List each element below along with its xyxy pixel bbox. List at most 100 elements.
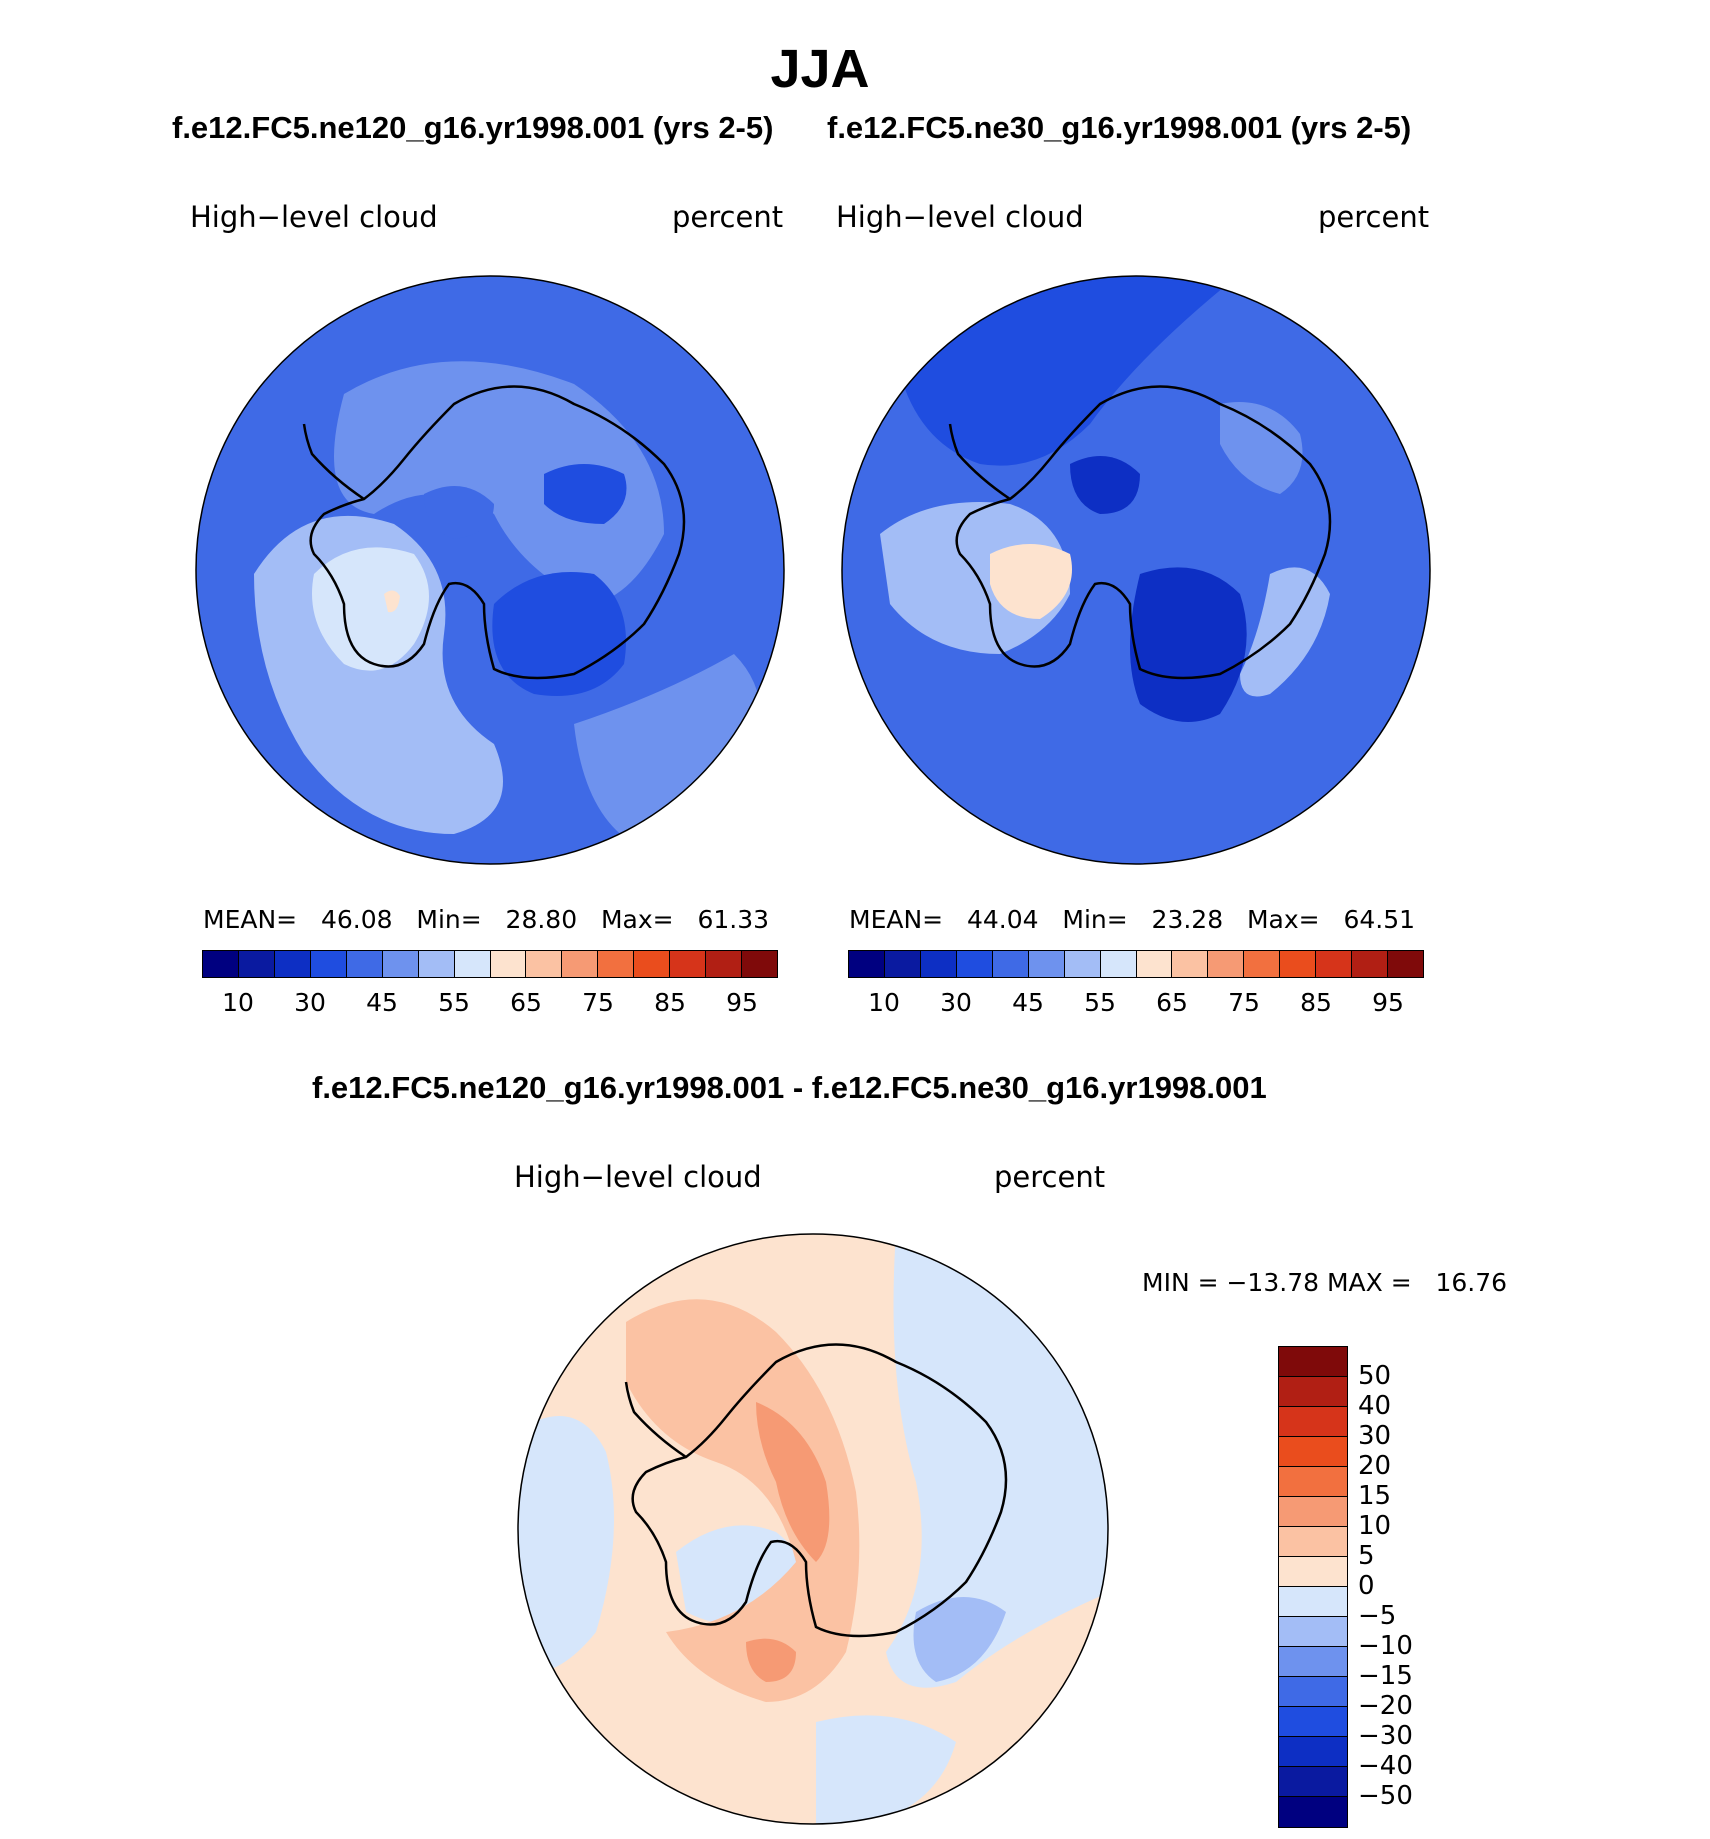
colorbar-box: [634, 951, 671, 977]
colorbar-tick-label: 65: [1156, 988, 1188, 1017]
colorbar-box: [1279, 1647, 1347, 1677]
diff-units-label: percent: [994, 1160, 1106, 1194]
antarctic-peninsula: [302, 423, 365, 501]
panel1-case-title: f.e12.FC5.ne120_g16.yr1998.001 (yrs 2-5): [172, 110, 774, 145]
colorbar-tick-label: 95: [1372, 988, 1404, 1017]
colorbar-tick-label: 75: [1228, 988, 1260, 1017]
colorbar-tick-label: −15: [1358, 1661, 1413, 1691]
colorbar-box: [884, 951, 921, 977]
colorbar-box: [454, 951, 491, 977]
diff-map: [517, 1233, 1109, 1825]
contour-dark-2: [1070, 456, 1140, 514]
colorbar-box: [1172, 951, 1209, 977]
colorbar-tick-label: 30: [1358, 1421, 1392, 1451]
panel2-variable-label: High−level cloud: [836, 200, 1084, 234]
diff-minmax: MIN = −13.78 MAX = 16.76: [1142, 1268, 1508, 1297]
colorbar-box: [346, 951, 383, 977]
colorbar-box: [418, 951, 455, 977]
colorbar-tick-label: 5: [1358, 1541, 1375, 1571]
colorbar-box: [562, 951, 599, 977]
colorbar-tick-label: 85: [1300, 988, 1332, 1017]
panel1-stats: MEAN= 46.08 Min= 28.80 Max= 61.33: [203, 905, 770, 934]
colorbar-tick-label: 0: [1358, 1571, 1375, 1601]
colorbar-box: [1280, 951, 1317, 977]
colorbar-box: [274, 951, 311, 977]
colorbar-tick-label: 30: [294, 988, 326, 1017]
colorbar-box: [1279, 1557, 1347, 1587]
colorbar-box: [1388, 951, 1423, 977]
diff-variable-label: High−level cloud: [514, 1160, 762, 1194]
contour-light-1: [334, 361, 664, 604]
colorbar-tick-label: 40: [1358, 1391, 1392, 1421]
panel2-stats: MEAN= 44.04 Min= 23.28 Max= 64.51: [849, 905, 1416, 934]
contour-dark-top: [900, 276, 1240, 466]
figure-title: JJA: [770, 39, 870, 99]
panel2-units-label: percent: [1318, 200, 1430, 234]
colorbar-box: [1208, 951, 1245, 977]
colorbar-box: [1279, 1437, 1347, 1467]
contour-blue-4: [913, 1597, 1006, 1682]
colorbar-box: [490, 951, 527, 977]
colorbar-box: [1279, 1347, 1347, 1377]
diff-colorbar: [1278, 1346, 1348, 1828]
contour-mid: [424, 486, 494, 539]
map-border: [841, 275, 1431, 865]
colorbar-box: [1136, 951, 1173, 977]
colorbar-box: [992, 951, 1029, 977]
contour-blue-5: [816, 1715, 956, 1824]
colorbar-box: [1316, 951, 1353, 977]
colorbar-tick-label: −10: [1358, 1631, 1413, 1661]
diff-title: f.e12.FC5.ne120_g16.yr1998.001 - f.e12.F…: [312, 1070, 1267, 1105]
colorbar-box: [1064, 951, 1101, 977]
contour-orange-1: [626, 1299, 860, 1702]
colorbar-box: [1279, 1617, 1347, 1647]
contour-light-3: [1220, 402, 1303, 494]
colorbar-box: [1279, 1797, 1347, 1827]
antarctic-peninsula: [624, 1381, 687, 1459]
colorbar-tick-label: 10: [222, 988, 254, 1017]
panel2-colorbar: [848, 950, 1424, 978]
colorbar-box: [1279, 1707, 1347, 1737]
colorbar-box: [1279, 1737, 1347, 1767]
colorbar-box: [203, 951, 239, 977]
colorbar-tick-label: 15: [1358, 1481, 1392, 1511]
colorbar-box: [670, 951, 707, 977]
panel1-variable-label: High−level cloud: [190, 200, 438, 234]
colorbar-tick-label: −50: [1358, 1781, 1413, 1811]
contour-dark-2: [544, 464, 627, 524]
contour-orange-3: [746, 1638, 796, 1682]
colorbar-box: [1279, 1467, 1347, 1497]
colorbar-tick-label: 30: [940, 988, 972, 1017]
colorbar-box: [1279, 1407, 1347, 1437]
colorbar-box: [1352, 951, 1389, 977]
map-border: [517, 1233, 1109, 1825]
contour-orange-2: [756, 1402, 830, 1562]
colorbar-tick-label: 10: [868, 988, 900, 1017]
panel2-map: [841, 275, 1431, 865]
colorbar-box: [310, 951, 347, 977]
antarctica-coastline: [631, 1343, 1008, 1638]
colorbar-box: [1279, 1377, 1347, 1407]
contour-light-3: [312, 547, 429, 671]
contour-light-2: [1240, 567, 1330, 697]
panel1-units-label: percent: [672, 200, 784, 234]
colorbar-tick-label: −30: [1358, 1721, 1413, 1751]
colorbar-box: [849, 951, 885, 977]
panel2-case-title: f.e12.FC5.ne30_g16.yr1998.001 (yrs 2-5): [827, 110, 1412, 145]
contour-dark-1: [1130, 567, 1247, 722]
colorbar-box: [598, 951, 635, 977]
colorbar-tick-label: −5: [1358, 1601, 1397, 1631]
colorbar-tick-label: −20: [1358, 1691, 1413, 1721]
colorbar-box: [1100, 951, 1137, 977]
colorbar-box: [526, 951, 563, 977]
colorbar-tick-label: 85: [654, 988, 686, 1017]
colorbar-box: [1279, 1767, 1347, 1797]
colorbar-tick-label: 10: [1358, 1511, 1392, 1541]
colorbar-tick-label: 65: [510, 988, 542, 1017]
colorbar-box: [956, 951, 993, 977]
contour-blue-1: [518, 1416, 614, 1674]
panel1-colorbar: [202, 950, 778, 978]
colorbar-box: [1279, 1587, 1347, 1617]
colorbar-box: [1244, 951, 1281, 977]
contour-warm: [384, 590, 400, 613]
